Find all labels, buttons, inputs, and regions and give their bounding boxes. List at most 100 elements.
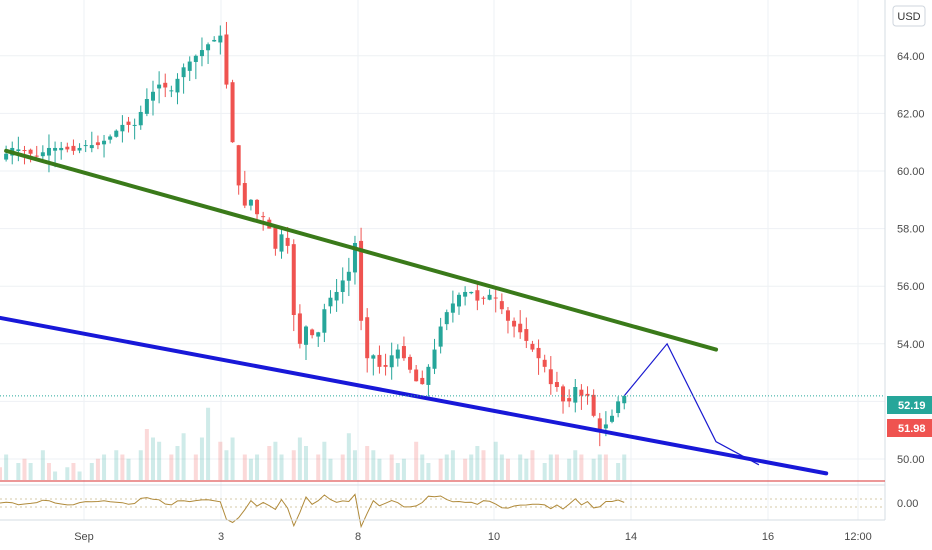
candle-body bbox=[53, 147, 58, 151]
indicator-pane bbox=[0, 493, 885, 529]
candle-body bbox=[291, 244, 296, 315]
volume-bar bbox=[475, 446, 480, 480]
volume-bar bbox=[579, 454, 584, 480]
volume-bar bbox=[95, 458, 100, 480]
volume-bar bbox=[175, 446, 180, 480]
candle-body bbox=[530, 343, 535, 350]
candle-series bbox=[4, 21, 627, 447]
candle-body bbox=[34, 155, 39, 157]
candle-body bbox=[310, 329, 315, 336]
candle-body bbox=[499, 301, 504, 310]
volume-bar bbox=[548, 454, 553, 480]
volume-bar bbox=[438, 458, 443, 480]
x-tick-label: 16 bbox=[762, 531, 774, 543]
volume-bar bbox=[193, 454, 198, 480]
volume-bar bbox=[554, 454, 559, 480]
candle-body bbox=[505, 310, 510, 321]
volume-bar bbox=[0, 467, 2, 480]
volume-bar bbox=[291, 450, 296, 480]
candle-body bbox=[567, 398, 572, 402]
volume-bar bbox=[77, 471, 82, 480]
volume-bar bbox=[169, 454, 174, 480]
volume-bar bbox=[120, 454, 125, 480]
projection-path[interactable] bbox=[623, 342, 760, 466]
volume-bar bbox=[597, 454, 602, 480]
candle-body bbox=[285, 237, 290, 246]
volume-bar bbox=[573, 450, 578, 480]
candle-body bbox=[585, 393, 590, 396]
volume-bar bbox=[395, 463, 400, 480]
candle-body bbox=[389, 355, 394, 368]
volume-bar bbox=[40, 450, 45, 480]
candle-body bbox=[420, 377, 425, 385]
candle-body bbox=[16, 149, 21, 151]
candle-body bbox=[481, 297, 486, 299]
candle-body bbox=[346, 271, 351, 281]
candle-body bbox=[89, 145, 94, 149]
volume-bar bbox=[493, 441, 498, 480]
candle-body bbox=[95, 142, 100, 146]
candle-body bbox=[144, 99, 149, 114]
volume-bar bbox=[65, 467, 70, 480]
volume-bar bbox=[352, 450, 357, 480]
candle-body bbox=[487, 294, 492, 300]
volume-bar bbox=[144, 429, 149, 480]
candle-body bbox=[524, 329, 529, 341]
volume-bar bbox=[524, 458, 529, 480]
currency-badge[interactable] bbox=[892, 5, 926, 27]
y-tick-label: 60.00 bbox=[897, 166, 925, 178]
candle-body bbox=[169, 90, 174, 92]
candle-body bbox=[322, 309, 327, 333]
candle-body bbox=[297, 313, 302, 344]
candle-body bbox=[457, 294, 461, 307]
candle-body bbox=[610, 415, 614, 422]
candle-body bbox=[591, 394, 596, 416]
candle-body bbox=[573, 387, 578, 403]
trend-lines bbox=[0, 148, 885, 476]
volume-bar bbox=[218, 441, 223, 480]
volume-bar bbox=[316, 454, 321, 480]
candle-body bbox=[138, 111, 143, 126]
volume-bar bbox=[389, 454, 394, 480]
volume-bar bbox=[89, 463, 94, 480]
volume-bar bbox=[53, 471, 58, 480]
volume-bar bbox=[297, 437, 302, 480]
candle-body bbox=[469, 291, 474, 294]
candle-body bbox=[187, 61, 192, 71]
volume-bar bbox=[322, 441, 327, 480]
candle-body bbox=[40, 152, 45, 157]
x-tick-label: 12:00 bbox=[844, 531, 872, 543]
volume-bar bbox=[267, 446, 272, 480]
volume-bar bbox=[242, 454, 247, 480]
candle-body bbox=[212, 39, 217, 42]
price-tag bbox=[887, 419, 932, 437]
candle-body bbox=[181, 67, 186, 78]
candle-body bbox=[175, 78, 180, 93]
volume-bar bbox=[28, 463, 33, 480]
lower-trendline[interactable] bbox=[0, 306, 829, 476]
candle-body bbox=[597, 418, 602, 431]
candle-body bbox=[279, 234, 284, 252]
volume-bar bbox=[365, 446, 370, 480]
volume-bar bbox=[499, 454, 504, 480]
candle-body bbox=[273, 227, 278, 249]
volume-bar bbox=[248, 458, 253, 480]
upper-trendline[interactable] bbox=[4, 148, 719, 352]
volume-bar bbox=[126, 458, 131, 480]
candle-body bbox=[340, 280, 345, 292]
volume-bar bbox=[622, 454, 627, 480]
volume-bar bbox=[328, 458, 333, 480]
y-tick-label: 54.00 bbox=[897, 339, 925, 351]
candle-body bbox=[622, 395, 627, 404]
indicator-tick-label: 0.00 bbox=[897, 498, 918, 510]
candle-body bbox=[218, 35, 223, 43]
candle-body bbox=[438, 326, 443, 347]
volume-bar bbox=[616, 463, 621, 480]
volume-bar bbox=[371, 450, 376, 480]
volume-bar bbox=[377, 458, 382, 480]
candle-body bbox=[579, 389, 584, 396]
candle-body bbox=[304, 326, 308, 345]
candle-body bbox=[28, 149, 33, 154]
